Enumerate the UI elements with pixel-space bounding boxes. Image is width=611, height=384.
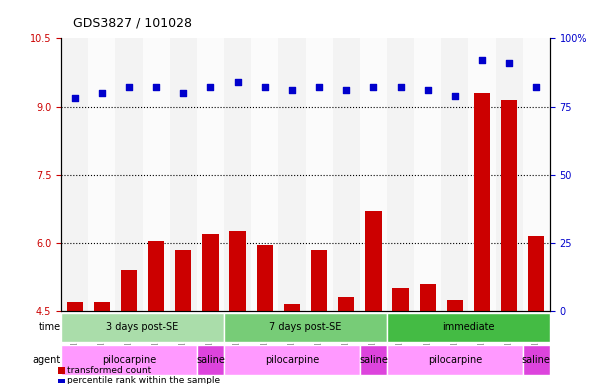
FancyBboxPatch shape [360, 345, 387, 375]
Bar [360, 38, 387, 311]
Bar [496, 38, 523, 311]
Bar [224, 38, 251, 311]
Bar [523, 38, 550, 311]
Point [97, 90, 107, 96]
Point [314, 84, 324, 91]
FancyBboxPatch shape [197, 345, 224, 375]
Text: 3 days post-SE: 3 days post-SE [106, 322, 178, 332]
Text: agent: agent [33, 355, 61, 365]
Point [260, 84, 269, 91]
Bar [420, 284, 436, 311]
Bar [501, 100, 518, 311]
FancyBboxPatch shape [224, 345, 360, 375]
Bar [88, 38, 115, 311]
Bar [230, 232, 246, 311]
Bar [67, 302, 83, 311]
Bar [474, 93, 490, 311]
Bar [469, 38, 496, 311]
Text: 7 days post-SE: 7 days post-SE [269, 322, 342, 332]
Bar [197, 38, 224, 311]
Point [477, 57, 487, 63]
Point [450, 93, 459, 99]
Point [368, 84, 378, 91]
Bar [279, 38, 306, 311]
Bar [61, 38, 88, 311]
Point [233, 79, 243, 85]
Bar [257, 245, 273, 311]
Point [342, 87, 351, 93]
Point [124, 84, 134, 91]
Bar [338, 297, 354, 311]
Bar [306, 38, 332, 311]
Bar [142, 38, 170, 311]
Point [205, 84, 215, 91]
Bar [251, 38, 279, 311]
FancyBboxPatch shape [224, 313, 387, 342]
Bar [365, 211, 381, 311]
Text: time: time [39, 322, 61, 332]
Point [396, 84, 406, 91]
Text: immediate: immediate [442, 322, 495, 332]
Bar [93, 302, 110, 311]
Text: GDS3827 / 101028: GDS3827 / 101028 [73, 17, 192, 30]
Point [70, 95, 79, 101]
Bar [332, 38, 360, 311]
FancyBboxPatch shape [387, 313, 550, 342]
Text: pilocarpine: pilocarpine [102, 355, 156, 365]
FancyBboxPatch shape [61, 345, 197, 375]
Point [178, 90, 188, 96]
Bar [202, 234, 219, 311]
Bar [170, 38, 197, 311]
Point [504, 60, 514, 66]
Point [287, 87, 297, 93]
Bar [414, 38, 441, 311]
Bar [121, 270, 137, 311]
Bar [392, 288, 409, 311]
Text: pilocarpine: pilocarpine [428, 355, 482, 365]
Point [532, 84, 541, 91]
Point [423, 87, 433, 93]
Bar [387, 38, 414, 311]
Bar [175, 250, 191, 311]
FancyBboxPatch shape [61, 313, 224, 342]
Text: percentile rank within the sample: percentile rank within the sample [67, 376, 221, 384]
Bar [441, 38, 469, 311]
Text: transformed count: transformed count [67, 366, 152, 375]
FancyBboxPatch shape [387, 345, 523, 375]
Bar [284, 304, 300, 311]
FancyBboxPatch shape [523, 345, 550, 375]
Point [152, 84, 161, 91]
Text: pilocarpine: pilocarpine [265, 355, 319, 365]
Text: saline: saline [522, 355, 551, 365]
Bar [528, 236, 544, 311]
Text: saline: saline [196, 355, 225, 365]
Bar [447, 300, 463, 311]
Bar [148, 240, 164, 311]
Bar [115, 38, 142, 311]
Text: saline: saline [359, 355, 388, 365]
Bar [311, 250, 327, 311]
